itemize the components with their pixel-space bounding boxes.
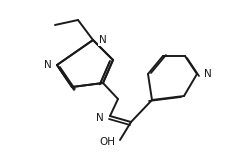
Text: N: N <box>99 35 107 45</box>
Text: OH: OH <box>99 137 115 147</box>
Text: N: N <box>96 113 104 123</box>
Text: N: N <box>44 60 52 70</box>
Text: N: N <box>204 69 212 79</box>
